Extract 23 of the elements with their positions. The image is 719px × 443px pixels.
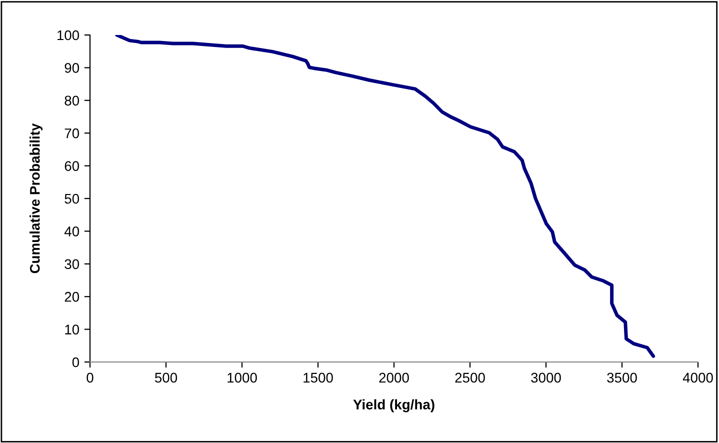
x-tick-label: 4000	[682, 372, 713, 383]
y-tick-label: 100	[57, 30, 80, 40]
y-tick-label: 80	[64, 96, 80, 106]
x-tick-label: 2500	[455, 372, 485, 383]
y-tick-label: 0	[72, 357, 80, 368]
y-tick-label: 70	[64, 128, 80, 138]
y-tick-label: 40	[64, 226, 80, 236]
y-tick-label: 30	[64, 259, 80, 270]
x-tick-label: 500	[154, 372, 178, 383]
x-tick-label: 3000	[531, 372, 561, 383]
y-tick-label: 90	[64, 63, 80, 73]
y-tick-label: 60	[64, 161, 80, 171]
y-tick-label: 50	[64, 194, 80, 204]
x-tick-label: 1500	[304, 372, 333, 383]
x-tick-label: 0	[86, 372, 94, 383]
y-axis-title: Cumulative Probability	[30, 123, 43, 274]
line-series	[115, 35, 656, 358]
x-tick-label: 2000	[379, 372, 409, 383]
y-tick-label: 10	[65, 324, 80, 334]
x-tick-label: 3500	[607, 372, 637, 383]
x-axis-title: Yield (kg/ha)	[353, 399, 434, 412]
y-tick-label: 20	[64, 292, 80, 302]
x-tick-label: 1000	[228, 372, 257, 383]
